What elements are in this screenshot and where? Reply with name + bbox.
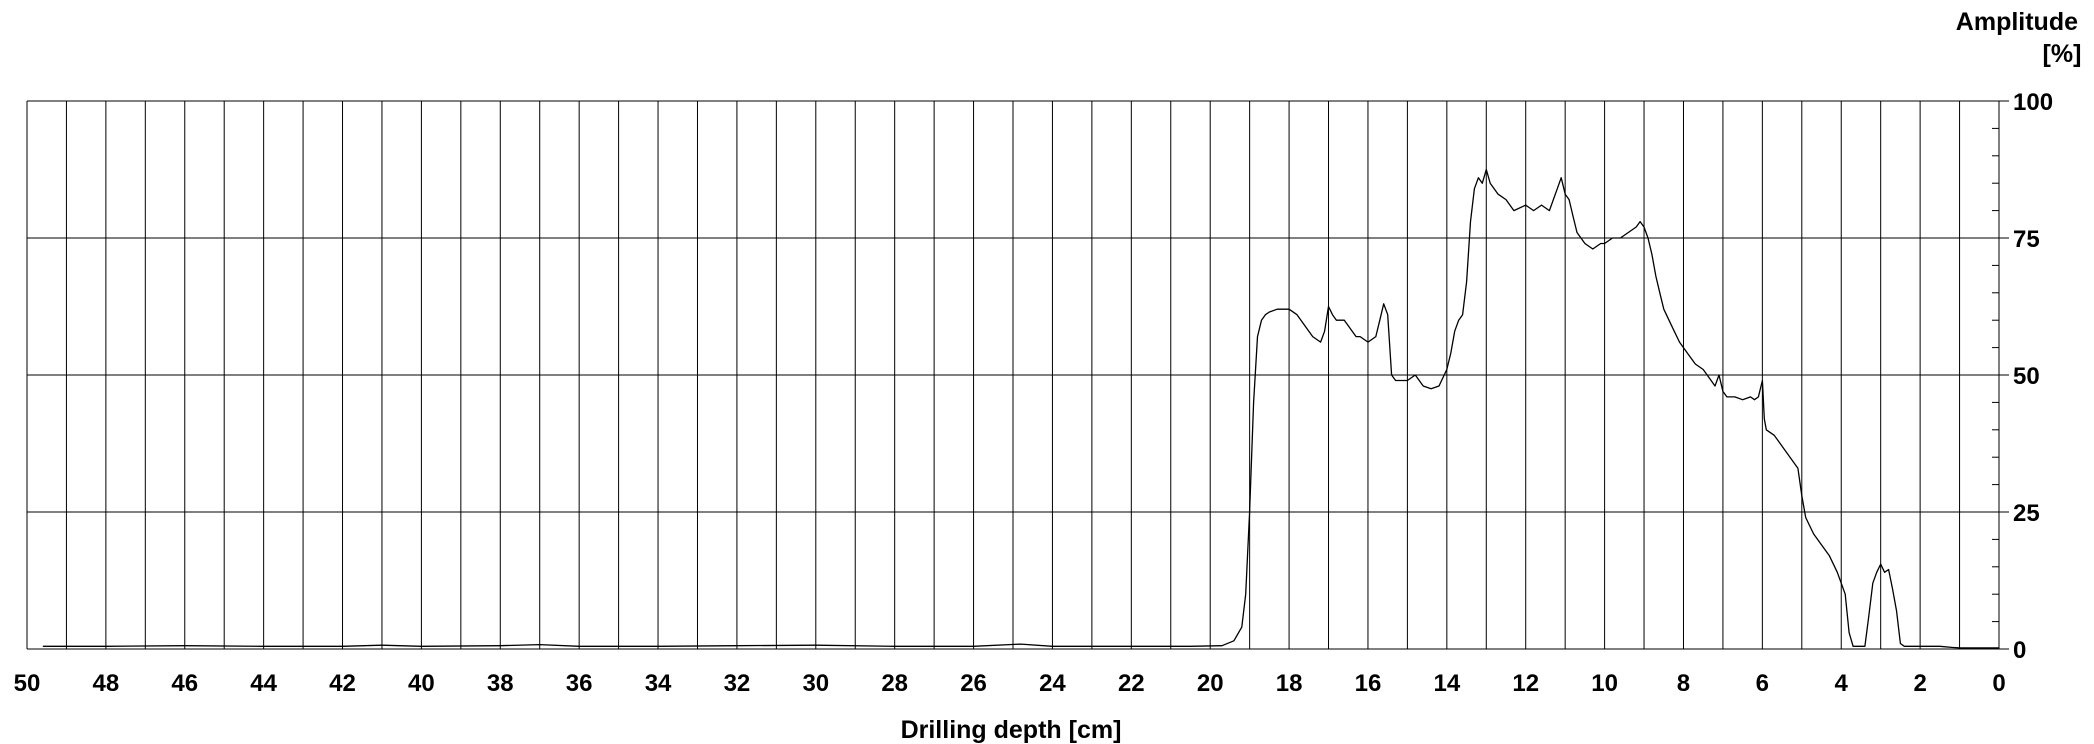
x-tick-label: 46 bbox=[171, 670, 198, 697]
x-tick-label: 2 bbox=[1913, 670, 1926, 697]
x-tick-labels: 50 48 46 44 42 40 38 36 34 32 30 28 26 24 22 20 18 16 14 12… bbox=[14, 670, 2006, 697]
x-tick-label: 12 bbox=[1512, 670, 1539, 697]
y-tick-label: 0 bbox=[2013, 637, 2026, 664]
y-tick-label: 75 bbox=[2013, 226, 2040, 253]
y-tick-label: 50 bbox=[2013, 363, 2040, 390]
x-tick-label: 8 bbox=[1677, 670, 1690, 697]
y-axis-title-line2: [%] bbox=[2043, 40, 2082, 68]
x-tick-label: 36 bbox=[566, 670, 593, 697]
y-tick-labels: 0 25 50 75 100 bbox=[2013, 89, 2053, 664]
x-tick-label: 20 bbox=[1197, 670, 1224, 697]
y-tick-label: 100 bbox=[2013, 89, 2053, 116]
x-tick-label: 34 bbox=[645, 670, 672, 697]
x-tick-label: 10 bbox=[1591, 670, 1618, 697]
x-tick-label: 28 bbox=[881, 670, 908, 697]
y-tick-label: 25 bbox=[2013, 500, 2040, 527]
amplitude-series-line bbox=[42, 168, 1999, 649]
grid-lines bbox=[26, 100, 2009, 650]
right-axis-minor-ticks bbox=[1992, 127, 1999, 623]
x-tick-label: 16 bbox=[1355, 670, 1382, 697]
x-tick-label: 26 bbox=[960, 670, 987, 697]
x-tick-label: 22 bbox=[1118, 670, 1145, 697]
series-layer bbox=[42, 168, 1999, 649]
x-tick-label: 24 bbox=[1039, 670, 1066, 697]
x-tick-label: 32 bbox=[724, 670, 751, 697]
x-tick-label: 4 bbox=[1835, 670, 1849, 697]
x-tick-label: 0 bbox=[1992, 670, 2005, 697]
x-tick-label: 6 bbox=[1756, 670, 1769, 697]
y-axis-title-line1: Amplitude bbox=[1956, 8, 2078, 36]
x-tick-label: 38 bbox=[487, 670, 514, 697]
x-tick-label: 44 bbox=[250, 670, 277, 697]
x-tick-label: 40 bbox=[408, 670, 435, 697]
x-tick-label: 50 bbox=[14, 670, 41, 697]
x-tick-label: 30 bbox=[802, 670, 829, 697]
x-tick-label: 42 bbox=[329, 670, 356, 697]
x-tick-label: 14 bbox=[1433, 670, 1460, 697]
x-tick-label: 48 bbox=[93, 670, 120, 697]
x-tick-label: 18 bbox=[1276, 670, 1303, 697]
x-axis-title: Drilling depth [cm] bbox=[901, 716, 1122, 744]
